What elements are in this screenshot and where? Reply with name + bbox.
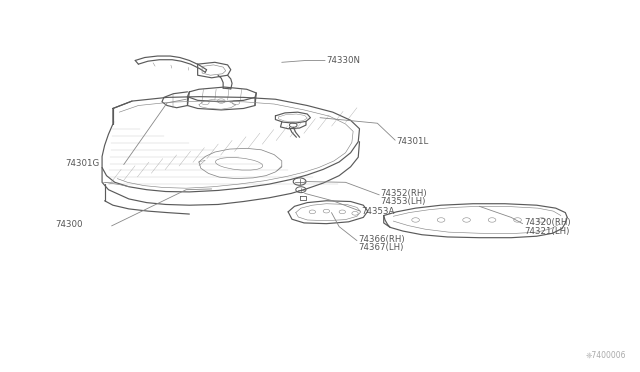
Text: 74366(RH): 74366(RH) [358,235,405,244]
Text: 74367(LH): 74367(LH) [358,243,404,252]
Text: 74353(LH): 74353(LH) [381,197,426,206]
Text: 74352(RH): 74352(RH) [381,189,427,198]
Text: ❈7400006: ❈7400006 [586,350,626,359]
Text: 74353A: 74353A [362,206,395,216]
Text: 74321(LH): 74321(LH) [524,227,570,235]
Text: 74300: 74300 [56,220,83,229]
Text: 74330N: 74330N [326,56,360,65]
Text: 74301L: 74301L [396,137,429,146]
Text: 74320(RH): 74320(RH) [524,218,570,227]
Text: 74301G: 74301G [65,159,99,169]
